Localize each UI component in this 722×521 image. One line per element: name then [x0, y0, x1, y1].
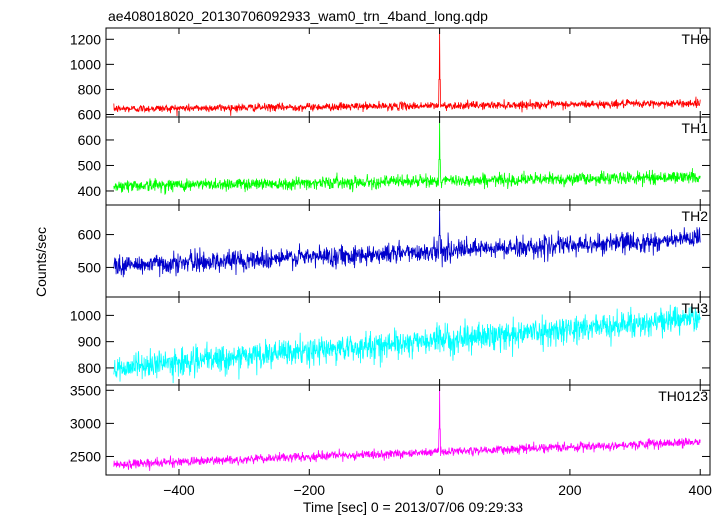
series-line-th2: [113, 206, 701, 278]
panels-group: 600 800 1000 1200 TH0 400 500 600 TH1 500 600 TH2 80…: [70, 27, 713, 498]
y-tick-label: 2500: [70, 448, 101, 464]
panel-frame: [105, 116, 711, 206]
panel-label-th0: TH0: [682, 31, 709, 47]
y-tick-label: 1000: [70, 307, 101, 323]
series-line-th1: [113, 119, 701, 195]
panel-th1: 400 500 600 TH1: [78, 116, 711, 206]
y-tick-label: 500: [78, 157, 102, 173]
y-tick-label: 800: [78, 81, 102, 97]
y-tick-label: 900: [78, 334, 102, 350]
x-tick-label: −200: [294, 482, 326, 498]
y-tick-label: 1200: [70, 31, 101, 47]
y-tick-label: 400: [78, 183, 102, 199]
y-tick-label: 600: [78, 106, 102, 122]
x-tick-label: 400: [689, 482, 713, 498]
y-tick-label: 500: [78, 259, 102, 275]
y-tick-label: 3500: [70, 382, 101, 398]
panel-th0: 600 800 1000 1200 TH0: [70, 27, 711, 122]
series-line-th3: [113, 304, 701, 384]
panel-label-th2: TH2: [682, 208, 709, 224]
x-tick-label: 0: [436, 482, 444, 498]
y-tick-label: 3000: [70, 415, 101, 431]
panel-label-th3: TH3: [682, 300, 709, 316]
panel-th3: 800 900 1000 TH3: [70, 296, 711, 386]
y-tick-label: 600: [78, 227, 102, 243]
y-tick-label: 600: [78, 132, 102, 148]
panel-label-th0123: TH0123: [658, 388, 708, 404]
panel-th2: 500 600 TH2: [78, 204, 711, 298]
series-line-th0: [113, 30, 701, 117]
x-axis-label: Time [sec] 0 = 2013/07/06 09:29:33: [303, 499, 523, 515]
panel-th0123: 2500 3000 3500 TH0123: [70, 382, 711, 476]
series-line-th0123: [113, 386, 701, 471]
panel-label-th1: TH1: [682, 120, 709, 136]
panel-frame: [105, 384, 711, 476]
chart-title: ae408018020_20130706092933_wam0_trn_4ban…: [108, 8, 488, 24]
y-tick-label: 800: [78, 360, 102, 376]
x-tick-label: −400: [163, 482, 195, 498]
y-axis-label: Counts/sec: [33, 227, 49, 297]
x-tick-label: 200: [558, 482, 582, 498]
y-tick-label: 1000: [70, 56, 101, 72]
